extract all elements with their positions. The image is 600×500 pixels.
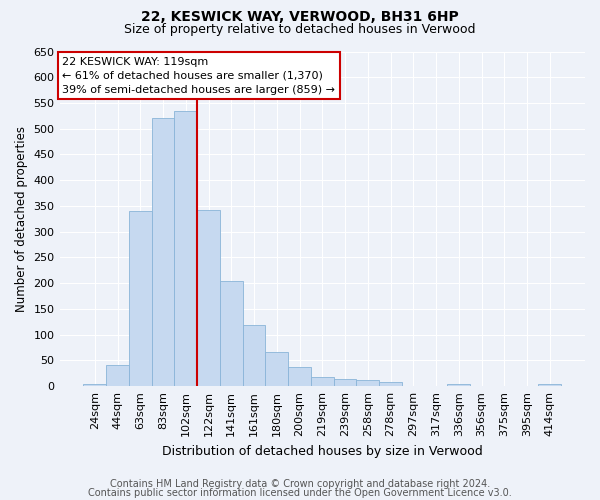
Text: 22, KESWICK WAY, VERWOOD, BH31 6HP: 22, KESWICK WAY, VERWOOD, BH31 6HP: [141, 10, 459, 24]
Text: Contains HM Land Registry data © Crown copyright and database right 2024.: Contains HM Land Registry data © Crown c…: [110, 479, 490, 489]
Bar: [220, 281, 242, 386]
Bar: [288, 367, 311, 386]
Bar: [379, 382, 402, 386]
Bar: [175, 110, 197, 386]
Bar: [106, 364, 129, 386]
X-axis label: Distribution of detached houses by size in Verwood: Distribution of detached houses by size …: [162, 444, 482, 458]
Y-axis label: Number of detached properties: Number of detached properties: [15, 126, 28, 312]
Bar: [152, 118, 175, 386]
Bar: [448, 384, 470, 386]
Text: 22 KESWICK WAY: 119sqm
← 61% of detached houses are smaller (1,370)
39% of semi-: 22 KESWICK WAY: 119sqm ← 61% of detached…: [62, 56, 335, 94]
Bar: [242, 325, 265, 386]
Bar: [538, 384, 561, 386]
Text: Contains public sector information licensed under the Open Government Licence v3: Contains public sector information licen…: [88, 488, 512, 498]
Text: Size of property relative to detached houses in Verwood: Size of property relative to detached ho…: [124, 22, 476, 36]
Bar: [311, 377, 334, 386]
Bar: [356, 380, 379, 386]
Bar: [83, 384, 106, 386]
Bar: [197, 210, 220, 386]
Bar: [129, 211, 152, 386]
Bar: [265, 352, 288, 386]
Bar: [334, 380, 356, 386]
